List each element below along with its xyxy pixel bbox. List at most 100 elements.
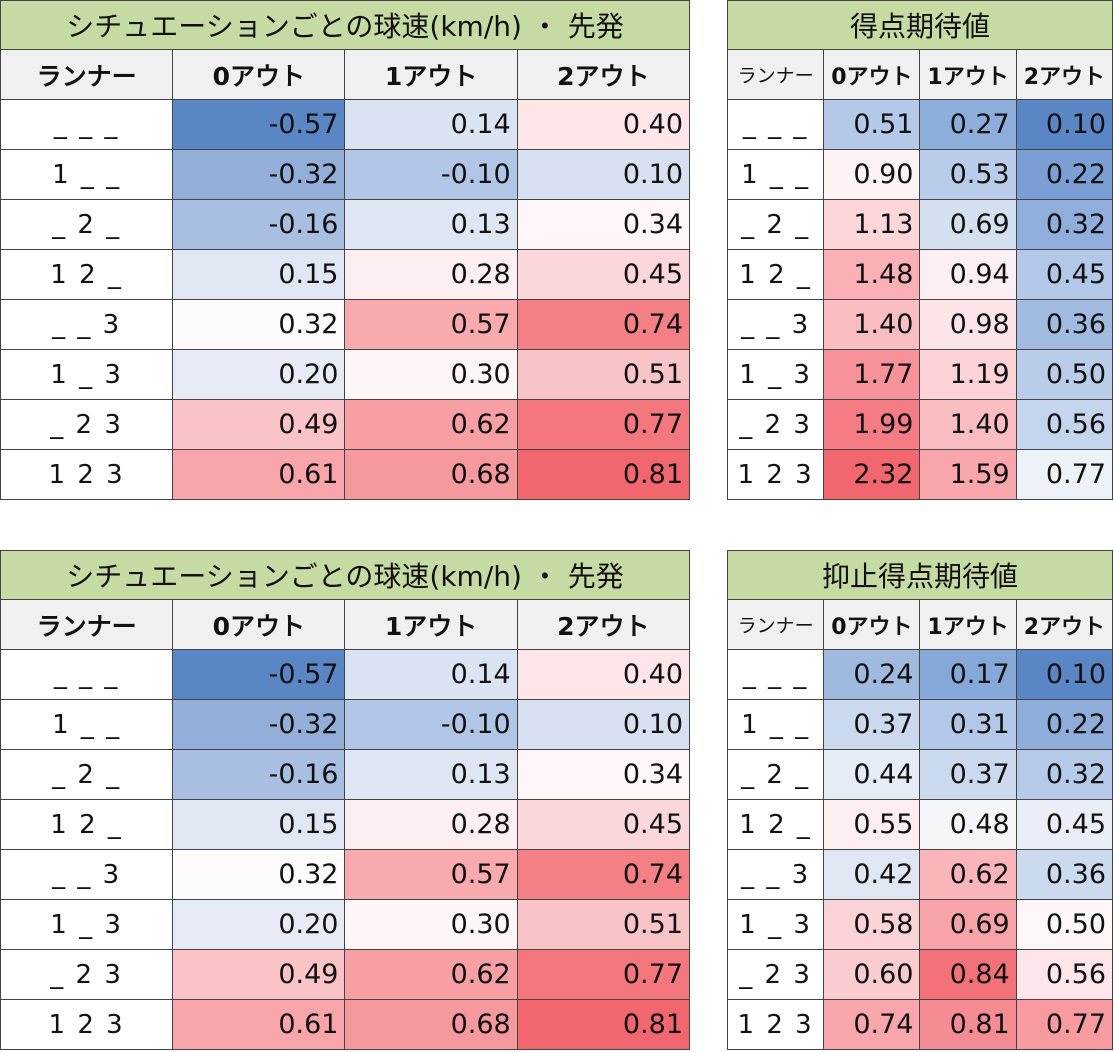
table-row: _ 2 3 0.49 0.62 0.77 (0, 399, 691, 450)
value-cell: 1.40 (823, 299, 921, 350)
runner-state: 1 _ _ (726, 699, 825, 750)
value-cell: 0.44 (823, 749, 921, 800)
value-cell: 1.48 (823, 249, 921, 300)
value-cell: 0.45 (516, 799, 691, 850)
value-cell: 0.42 (823, 849, 921, 900)
header-outs-0: 0アウト (172, 49, 346, 100)
header-outs-2: 2アウト (516, 49, 691, 100)
table-row: _ _ _ -0.57 0.14 0.40 (0, 649, 691, 700)
title-row: シチュエーションごとの球速(km/h) ・ 先発 (0, 550, 690, 600)
title-row: 得点期待値 (727, 0, 1113, 50)
runner-state: _ 2 3 (0, 399, 174, 450)
value-cell: 0.30 (344, 349, 518, 400)
table-title: 抑止得点期待値 (727, 550, 1113, 600)
value-cell: 0.10 (1015, 99, 1114, 150)
value-cell: 0.20 (172, 899, 346, 950)
table-row: 1 _ _ -0.32 -0.10 0.10 (0, 149, 691, 200)
value-cell: 1.77 (823, 349, 921, 400)
runner-state: _ _ 3 (0, 849, 174, 900)
value-cell: 0.84 (919, 949, 1017, 1000)
runner-state: 1 _ _ (0, 149, 174, 200)
runner-state: _ _ _ (726, 649, 825, 700)
value-cell: 0.37 (823, 699, 921, 750)
value-cell: 0.53 (919, 149, 1017, 200)
table-title: シチュエーションごとの球速(km/h) ・ 先発 (0, 0, 690, 50)
value-cell: 0.58 (823, 899, 921, 950)
value-cell: 0.24 (823, 649, 921, 700)
table-row: 1 _ 3 0.20 0.30 0.51 (0, 899, 691, 950)
table-row: 1 _ 3 1.77 1.19 0.50 (726, 349, 1114, 400)
value-cell: -0.10 (344, 699, 518, 750)
value-cell: 0.94 (919, 249, 1017, 300)
runner-state: 1 2 _ (726, 249, 825, 300)
value-cell: 0.81 (516, 449, 691, 500)
runner-state: 1 2 3 (0, 999, 174, 1050)
value-cell: -0.16 (172, 199, 346, 250)
value-cell: 0.69 (919, 199, 1017, 250)
table-title: 得点期待値 (727, 0, 1113, 50)
table-row: _ _ 3 0.32 0.57 0.74 (0, 849, 691, 900)
value-cell: 0.32 (1015, 199, 1114, 250)
table-row: _ _ _ 0.51 0.27 0.10 (726, 99, 1114, 150)
value-cell: 0.32 (1015, 749, 1114, 800)
value-cell: 0.14 (344, 99, 518, 150)
value-cell: 0.40 (516, 99, 691, 150)
table-row: _ 2 3 1.99 1.40 0.56 (726, 399, 1114, 450)
runner-state: _ _ 3 (0, 299, 174, 350)
runner-state: _ _ _ (726, 99, 825, 150)
value-cell: 0.27 (919, 99, 1017, 150)
header-outs-2: 2アウト (516, 599, 691, 650)
value-cell: 0.68 (344, 449, 518, 500)
table-row: 1 2 _ 1.48 0.94 0.45 (726, 249, 1114, 300)
value-cell: 0.45 (516, 249, 691, 300)
value-cell: 0.69 (919, 899, 1017, 950)
value-cell: 0.77 (516, 399, 691, 450)
value-cell: 0.30 (344, 899, 518, 950)
header-outs-1: 1アウト (344, 599, 518, 650)
value-cell: 0.32 (172, 299, 346, 350)
title-row: 抑止得点期待値 (727, 550, 1113, 600)
table-row: _ 2 3 0.60 0.84 0.56 (726, 949, 1114, 1000)
runner-state: 1 _ 3 (0, 349, 174, 400)
table-row: 1 2 _ 0.15 0.28 0.45 (0, 799, 691, 850)
header-outs-1: 1アウト (919, 599, 1017, 650)
value-cell: 0.51 (823, 99, 921, 150)
value-cell: 0.81 (516, 999, 691, 1050)
value-cell: 0.20 (172, 349, 346, 400)
runner-state: _ 2 _ (0, 199, 174, 250)
runner-state: _ _ 3 (726, 849, 825, 900)
value-cell: 0.22 (1015, 699, 1114, 750)
table-row: _ 2 _ 0.44 0.37 0.32 (726, 749, 1114, 800)
runner-state: 1 2 3 (726, 999, 825, 1050)
runner-state: _ 2 3 (726, 949, 825, 1000)
table-row: 1 2 _ 0.15 0.28 0.45 (0, 249, 691, 300)
value-cell: 0.28 (344, 799, 518, 850)
table-row: _ _ 3 0.42 0.62 0.36 (726, 849, 1114, 900)
value-cell: 0.36 (1015, 299, 1114, 350)
runner-state: _ 2 3 (726, 399, 825, 450)
value-cell: 0.17 (919, 649, 1017, 700)
table-velocity-top: シチュエーションごとの球速(km/h) ・ 先発 ランナー 0アウト 1アウト 2アウト… (0, 0, 691, 500)
value-cell: 0.57 (344, 849, 518, 900)
value-cell: 0.32 (172, 849, 346, 900)
header-row: ランナー 0アウト 1アウト 2アウト (726, 49, 1114, 100)
value-cell: 0.74 (516, 849, 691, 900)
runner-state: _ 2 _ (726, 749, 825, 800)
runner-state: _ _ _ (0, 649, 174, 700)
runner-state: 1 2 3 (0, 449, 174, 500)
value-cell: 0.56 (1015, 399, 1114, 450)
header-outs-0: 0アウト (823, 49, 921, 100)
header-outs-2: 2アウト (1015, 49, 1114, 100)
value-cell: 0.51 (516, 899, 691, 950)
table-row: _ 2 _ -0.16 0.13 0.34 (0, 199, 691, 250)
value-cell: -0.32 (172, 149, 346, 200)
value-cell: 0.77 (1015, 449, 1114, 500)
runner-state: _ 2 _ (726, 199, 825, 250)
runner-state: 1 _ _ (726, 149, 825, 200)
value-cell: 0.48 (919, 799, 1017, 850)
value-cell: 0.45 (1015, 799, 1114, 850)
runner-state: _ _ _ (0, 99, 174, 150)
header-outs-1: 1アウト (919, 49, 1017, 100)
value-cell: 0.61 (172, 999, 346, 1050)
runner-state: 1 2 _ (726, 799, 825, 850)
